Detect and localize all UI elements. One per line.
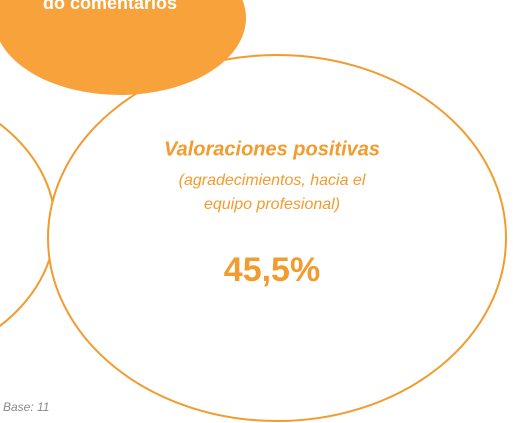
- header-title: do comentarios: [43, 0, 177, 13]
- base-note: Base: 11: [3, 400, 49, 414]
- bubble-subtitle: equipo profesional): [204, 196, 340, 213]
- bubble-value: 45,5%: [224, 251, 320, 289]
- header-bubble: [0, 0, 246, 95]
- bubble-title: Valoraciones positivas: [164, 138, 380, 160]
- bubble-subtitle: (agradecimientos, hacia el: [179, 172, 366, 189]
- left-bubble: [0, 122, 56, 328]
- main-bubble: [47, 54, 507, 422]
